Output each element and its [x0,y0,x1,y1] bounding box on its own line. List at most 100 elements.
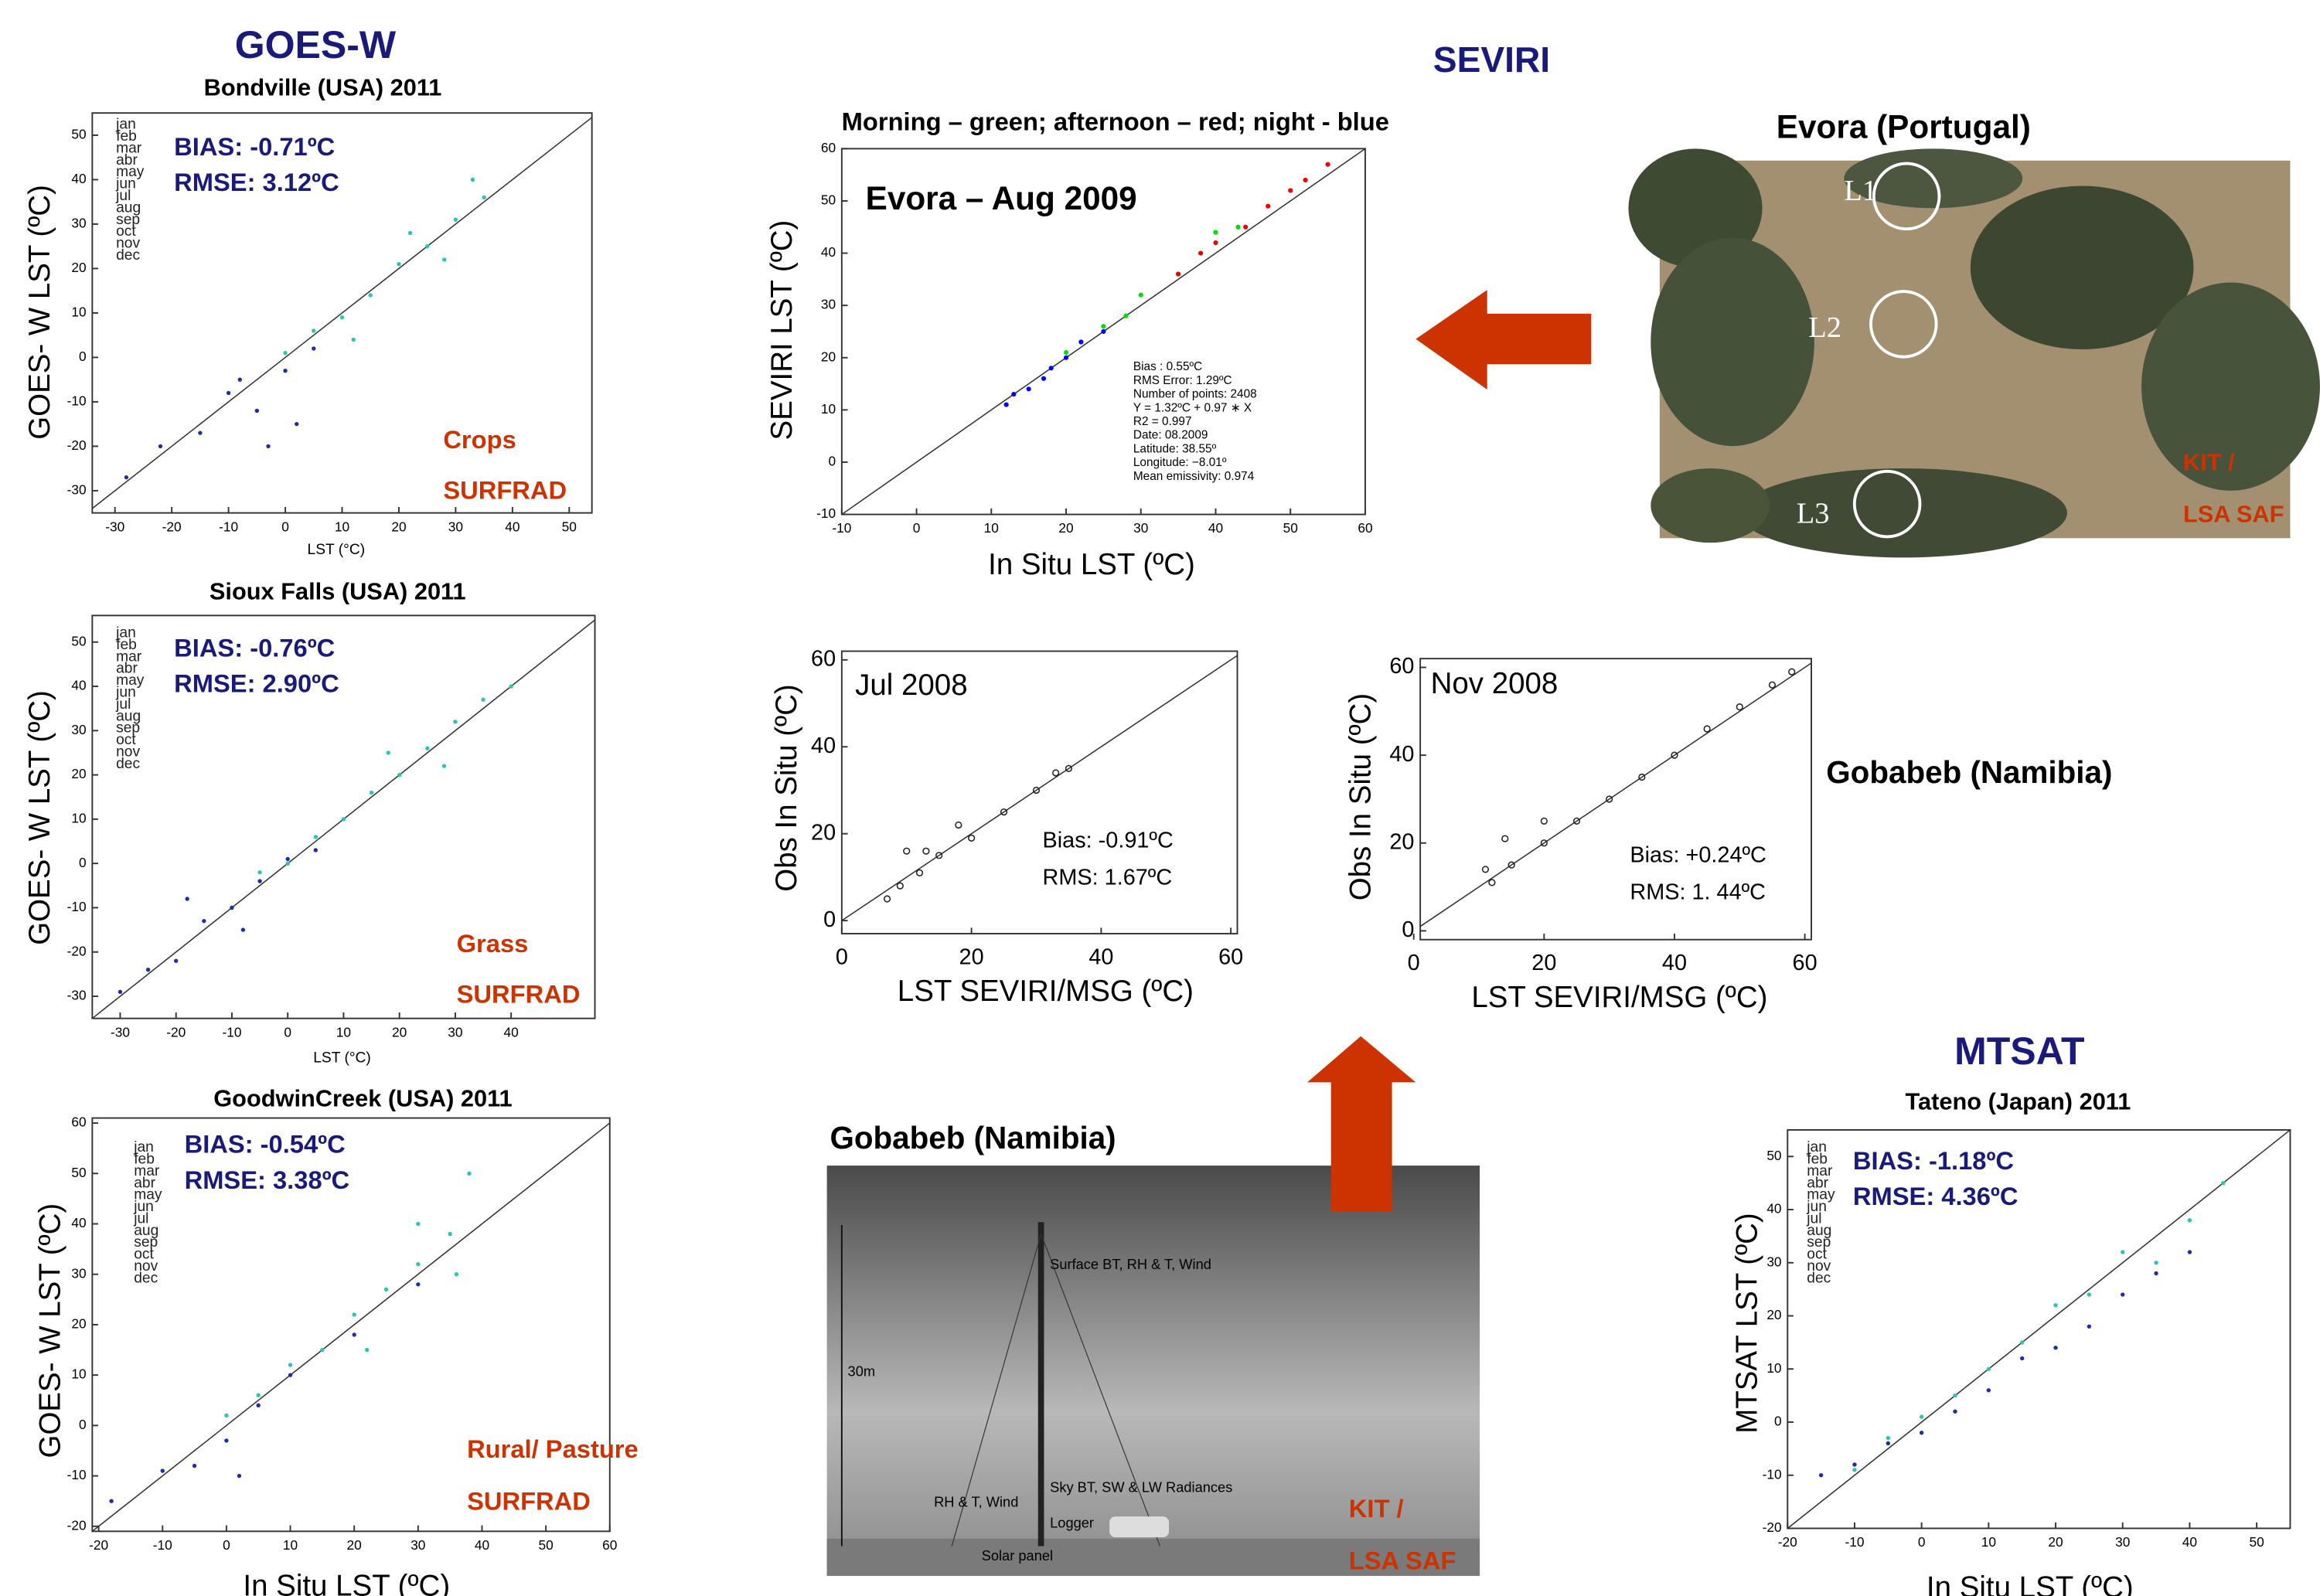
legend-entry: dec [1807,1270,1831,1286]
x-tick-label: -30 [105,519,124,534]
x-axis-label: In Situ LST (ºC) [1927,1571,2134,1596]
data-point [383,1287,389,1291]
x-tick-label: 60 [1793,951,1818,975]
x-tick-label: 20 [347,1537,362,1553]
y-tick-label: 50 [71,127,86,142]
y-tick-label: 20 [71,1316,86,1332]
data-point [1011,392,1017,397]
y-tick-label: 0 [823,907,836,932]
annotation: Longitude: −8.01º [1133,456,1227,469]
data-point [285,856,290,862]
x-tick-label: 20 [1058,520,1073,536]
legend-entry: mar [134,1163,160,1179]
data-point [1288,188,1293,193]
legend-entry: jul [133,1210,148,1227]
data-point [1048,366,1054,371]
x-tick-label: 60 [1218,944,1243,969]
legend-entry: aug [134,1223,158,1239]
y-tick-label: -10 [1763,1466,1782,1482]
data-point [224,1413,229,1418]
y-tick-label: 20 [71,766,86,781]
data-point [883,895,891,903]
legend-entry: aug [1807,1223,1831,1239]
legend-entry: jul [115,188,131,204]
legend-entry: dec [116,756,140,772]
data-point [1176,271,1181,277]
plot-frame [1419,658,1813,941]
photo-label: Solar panel [982,1547,1053,1564]
legend-entry: nov [1807,1258,1831,1274]
legend-entry: dec [134,1270,158,1286]
data-point [386,750,390,755]
data-point [397,261,401,267]
site-label: Gobabeb (Namibia) [1826,754,2112,790]
data-point [2121,1250,2125,1254]
legend-entry: may [116,164,145,180]
data-point [226,390,231,396]
data-point [1501,835,1509,842]
x-tick-label: 0 [284,1024,291,1040]
y-tick-label: 30 [71,1265,86,1281]
annotation: Crops [443,425,516,454]
x-tick-label: 40 [475,1537,489,1553]
y-tick-label: 0 [79,1417,87,1432]
scatter-chart: 0 20 40 60 0 20 40 60 LST SEVIRI/MSG (ºC) Obs In … [1344,654,1817,1014]
x-tick-label: 10 [1981,1534,1996,1550]
y-tick-label: 30 [1766,1254,1781,1269]
data-point [1063,349,1069,356]
data-point [2053,1346,2058,1350]
x-axis-label: LST SEVIRI/MSG (ºC) [1471,981,1767,1014]
annotation: RMS Error: 1.29ºC [1133,374,1232,387]
data-point [425,746,430,750]
data-point [1671,751,1678,759]
data-point [237,1473,242,1479]
annotation: Nov 2008 [1431,667,1559,700]
data-point [266,444,271,449]
evora-photo: L1 L2 L3 [1628,148,2320,558]
x-tick-label: 10 [336,1024,351,1040]
annotation: BIAS: -0.71ºC [174,132,335,161]
reference-line [1787,1129,2291,1530]
legend-entry: abr [116,661,138,677]
legend-entry: jun [115,176,136,192]
annotation: RMSE: 2.90ºC [174,669,339,697]
reference-line [91,1122,611,1532]
data-point [903,847,911,855]
x-axis-label: LST (°C) [308,542,366,558]
data-point [341,817,346,822]
data-point [467,1171,472,1176]
annotation: BIAS: -0.76ºC [174,633,335,662]
annotation: Date: 08.2009 [1133,429,1208,442]
photo-label: Sky BT, SW & LW Radiances [1050,1479,1232,1495]
data-point [454,1272,459,1277]
y-tick-label: 30 [821,297,836,312]
x-tick-label: -20 [162,519,182,534]
y-tick-label: 40 [821,244,836,260]
y-tick-label: -20 [1763,1519,1782,1535]
data-point [1026,386,1031,392]
data-point [369,790,374,795]
data-point [1788,668,1796,675]
data-point [922,847,930,855]
data-point [2187,1250,2192,1254]
data-point [158,444,163,449]
legend-entry: aug [116,199,141,216]
data-point [2087,1292,2092,1297]
y-tick-label: 10 [1766,1360,1781,1376]
legend-entry: mar [116,140,142,156]
legend-entry: jun [133,1199,154,1215]
y-axis-label: Obs In Situ (ºC) [1344,693,1377,900]
data-point [109,1499,114,1503]
data-point [1325,162,1330,167]
x-tick-label: -20 [1778,1534,1797,1550]
x-axis-label: In Situ LST (ºC) [988,548,1195,581]
y-tick-label: -20 [67,1517,87,1533]
data-point [424,243,430,249]
data-point [1303,177,1308,182]
photo-title: Gobabeb (Namibia) [830,1120,1116,1155]
y-tick-label: 20 [821,349,836,364]
x-tick-label: -10 [1845,1534,1864,1550]
x-tick-label: 0 [1918,1534,1926,1550]
y-tick-label: 10 [71,304,86,319]
y-axis-label: GOES- W LST (ºC) [34,1203,67,1458]
